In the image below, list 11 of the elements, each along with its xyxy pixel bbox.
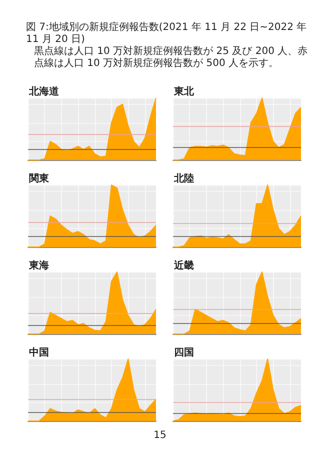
chart-title: 北海道 bbox=[28, 86, 60, 98]
caption: 図 7:地域別の新規症例報告数(2021 年 11 月 22 日~2022 年 11 月 20 日) bbox=[26, 22, 308, 46]
chart-title: 中国 bbox=[29, 346, 49, 358]
chart-title: 四国 bbox=[174, 348, 194, 358]
text: 黒点線は人口 10 万対新規症例報告数が 25 及び 200 人、赤点線は人口 10 万対新規症例報告数が 500 人を示す。 bbox=[33, 46, 308, 70]
chart-title: 東海 bbox=[28, 260, 49, 272]
chart-title: 近畿 bbox=[173, 260, 194, 272]
chart-title: 東北 bbox=[173, 86, 195, 98]
chart-title: 北陸 bbox=[173, 172, 194, 184]
chart-title: 関東 bbox=[29, 172, 50, 184]
text: 15 bbox=[152, 430, 168, 441]
